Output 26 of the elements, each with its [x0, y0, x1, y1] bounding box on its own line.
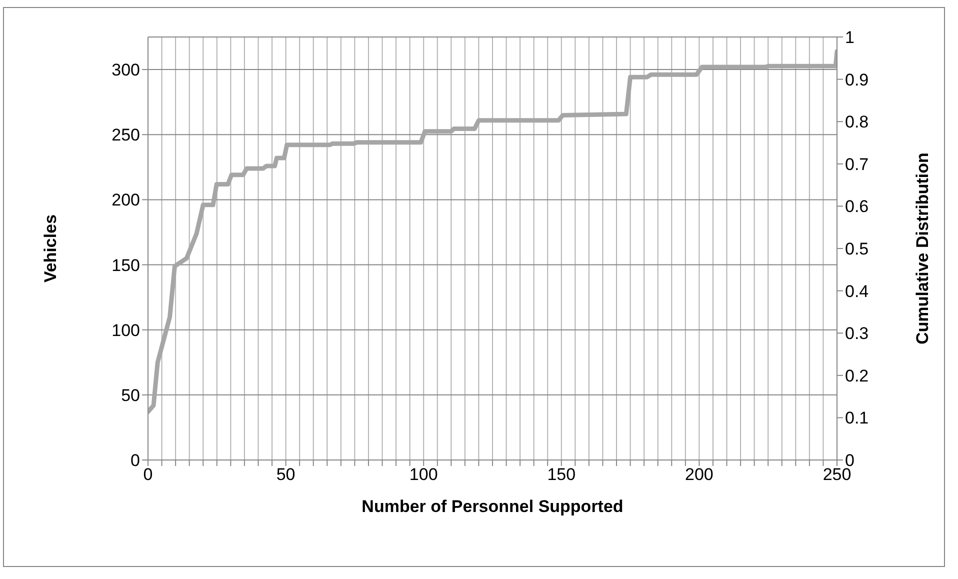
x-axis-title: Number of Personnel Supported — [362, 497, 624, 516]
x-tick-label: 200 — [685, 465, 714, 484]
y2-axis-title: Cumulative Distribution — [913, 152, 932, 344]
y2-tick-label: 0.5 — [845, 240, 869, 259]
x-tick-label: 150 — [547, 465, 576, 484]
x-tick-label: 50 — [276, 465, 296, 484]
y2-tick-label: 0.7 — [845, 154, 869, 174]
y-tick-label: 200 — [112, 190, 140, 210]
x-tick-label: 100 — [409, 465, 438, 484]
y2-tick-label: 0.1 — [845, 408, 869, 428]
y-tick-label: 50 — [121, 386, 140, 405]
y2-tick-label: 0.3 — [845, 324, 869, 344]
y-tick-label: 0 — [130, 451, 140, 470]
y2-tick-label: 0.8 — [845, 112, 869, 132]
y2-tick-label: 1 — [845, 28, 854, 48]
y2-tick-label: 0.9 — [845, 70, 869, 90]
y-tick-label: 250 — [112, 126, 140, 145]
y-tick-label: 300 — [112, 60, 140, 80]
x-tick-label: 0 — [143, 465, 153, 484]
y-tick-label: 150 — [112, 256, 140, 275]
x-tick-label: 250 — [822, 465, 852, 484]
y-tick-label: 100 — [112, 320, 140, 340]
y2-tick-label: 0.2 — [845, 366, 869, 386]
y2-tick-label: 0.6 — [845, 197, 869, 216]
y2-tick-label: 0.4 — [845, 282, 869, 301]
y-axis-title: Vehicles — [41, 214, 60, 283]
